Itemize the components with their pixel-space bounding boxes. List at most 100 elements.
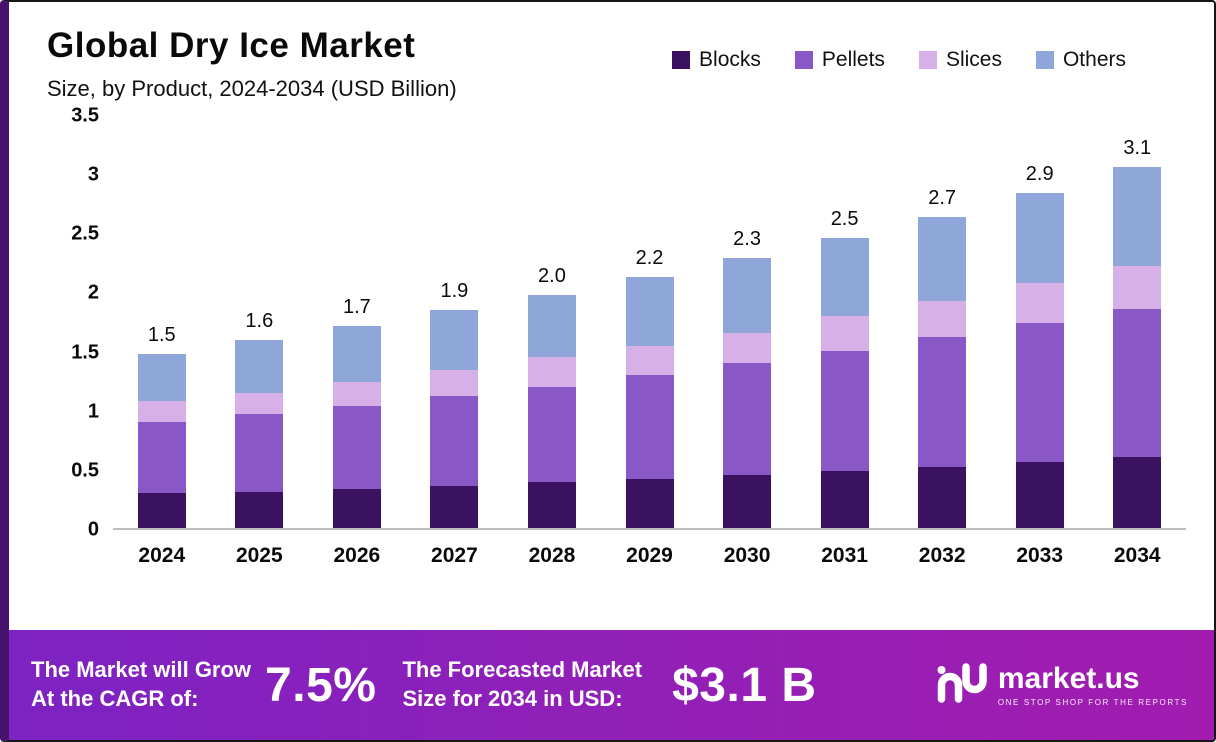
bar-segment-pellets xyxy=(918,337,967,467)
legend: Blocks Pellets Slices Others xyxy=(672,48,1126,72)
y-tick-label: 2 xyxy=(87,281,99,304)
bar-column-2032: 2.7 xyxy=(893,116,991,528)
bar-segment-pellets xyxy=(1015,323,1064,463)
bar-column-2026: 1.7 xyxy=(308,116,406,528)
forecast-label: The Forecasted Market Size for 2034 in U… xyxy=(402,656,642,713)
bar-segment-blocks xyxy=(137,492,186,528)
bar-segment-slices xyxy=(723,332,772,364)
x-tick-label: 2033 xyxy=(1016,544,1064,567)
bar-column-2027: 1.9 xyxy=(406,116,504,528)
legend-swatch-icon xyxy=(672,51,691,69)
bar-total-label: 1.7 xyxy=(342,295,371,318)
bar-segment-slices xyxy=(625,345,674,375)
bar-segment-pellets xyxy=(332,405,381,490)
y-tick-label: 2.5 xyxy=(71,222,99,245)
chart-header: Global Dry Ice Market Size, by Product, … xyxy=(47,18,1186,102)
bar-segment-blocks xyxy=(235,491,284,528)
bar-column-2024: 1.5 xyxy=(113,116,211,528)
bar-total-label: 2.9 xyxy=(1025,162,1054,185)
bar-segment-others xyxy=(235,339,284,393)
y-tick-label: 0 xyxy=(87,518,99,541)
x-tick-label: 2026 xyxy=(333,544,381,567)
brand-text: market.us ONE STOP SHOP FOR THE REPORTS xyxy=(997,661,1188,707)
stacked-bar-2029 xyxy=(625,277,674,528)
legend-swatch-icon xyxy=(1035,51,1054,69)
bar-segment-pellets xyxy=(430,396,479,486)
bar-segment-others xyxy=(527,294,576,358)
bar-segment-blocks xyxy=(1113,457,1162,528)
y-axis-ticks: 3.5 3 2.5 2 1.5 1 0.5 0 xyxy=(47,105,99,541)
forecast-value: $3.1 B xyxy=(672,658,817,712)
bar-segment-others xyxy=(137,353,186,401)
chart-title: Global Dry Ice Market xyxy=(47,26,416,65)
bar-segment-pellets xyxy=(1113,309,1162,458)
y-tick-label: 3 xyxy=(87,163,99,186)
bar-total-label: 1.6 xyxy=(245,309,274,332)
bar-segment-slices xyxy=(1113,265,1162,310)
stacked-bar-2032 xyxy=(918,217,967,528)
chart-subtitle: Size, by Product, 2024-2034 (USD Billion… xyxy=(47,76,457,101)
bar-segment-slices xyxy=(820,316,869,352)
legend-label: Others xyxy=(1062,48,1126,71)
stacked-bar-2025 xyxy=(235,339,284,528)
y-tick-label: 3.5 xyxy=(71,104,99,127)
x-tick-label: 2034 xyxy=(1113,544,1161,567)
x-tick-label: 2024 xyxy=(138,544,186,567)
y-tick-label: 1.5 xyxy=(71,341,99,364)
stacked-bar-2031 xyxy=(820,238,869,528)
legend-item-slices: Slices xyxy=(918,48,1002,72)
bar-column-2028: 2.0 xyxy=(503,116,601,528)
legend-label: Slices xyxy=(945,48,1002,71)
legend-swatch-icon xyxy=(794,51,813,69)
brand-name: market.us xyxy=(997,661,1140,695)
stacked-bar-2030 xyxy=(723,258,772,528)
bar-segment-slices xyxy=(430,370,479,397)
bar-segment-blocks xyxy=(1015,462,1064,528)
bar-column-2025: 1.6 xyxy=(211,116,309,528)
bar-column-2030: 2.3 xyxy=(698,116,796,528)
legend-item-blocks: Blocks xyxy=(672,48,761,72)
bar-segment-others xyxy=(820,238,869,317)
x-tick-label: 2031 xyxy=(821,544,868,567)
x-tick-label: 2030 xyxy=(723,544,771,567)
cagr-value: 7.5% xyxy=(265,658,377,712)
y-tick-label: 1 xyxy=(87,400,99,423)
brand-tagline: ONE STOP SHOP FOR THE REPORTS xyxy=(997,697,1188,707)
bar-segment-blocks xyxy=(918,466,967,528)
bar-segment-others xyxy=(918,217,967,301)
cagr-label-line2: At the CAGR of: xyxy=(31,686,199,711)
x-tick-label: 2029 xyxy=(626,544,673,567)
bar-column-2034: 3.1 xyxy=(1088,116,1186,528)
bar-segment-others xyxy=(332,325,381,383)
forecast-label-line2: Size for 2034 in USD: xyxy=(402,686,623,711)
bar-segment-blocks xyxy=(723,475,772,528)
bar-segment-others xyxy=(430,310,479,371)
bar-segment-others xyxy=(723,258,772,333)
bar-segment-blocks xyxy=(527,482,576,528)
legend-label: Pellets xyxy=(821,48,885,71)
x-tick-label: 2025 xyxy=(235,544,283,567)
bar-total-label: 2.3 xyxy=(733,228,761,251)
bar-segment-slices xyxy=(527,357,576,387)
legend-label: Blocks xyxy=(699,48,761,71)
stacked-bar-2027 xyxy=(430,310,479,528)
x-tick-label: 2032 xyxy=(918,544,966,567)
bar-segment-blocks xyxy=(430,485,479,528)
stacked-bar-2033 xyxy=(1015,192,1064,528)
bar-segment-others xyxy=(1113,166,1162,266)
stacked-bar-2028 xyxy=(527,294,576,528)
bar-segment-slices xyxy=(1015,283,1064,324)
y-tick-label: 0.5 xyxy=(71,459,99,482)
cagr-label: The Market will Grow At the CAGR of: xyxy=(31,656,251,713)
bar-segment-slices xyxy=(332,382,381,406)
cagr-label-line1: The Market will Grow xyxy=(31,657,252,683)
x-axis-labels: 2024 2025 2026 2027 2028 2029 2030 2031 2032 2033… xyxy=(113,544,1186,568)
bar-segment-pellets xyxy=(235,413,284,492)
plot-area: 1.5 1.6 1.7 1.9 2.0 2.2 2.3 2.5 2.7 2.9 3.1 xyxy=(113,116,1186,530)
x-tick-label: 2027 xyxy=(431,544,478,567)
bar-segment-slices xyxy=(918,300,967,338)
bar-segment-pellets xyxy=(137,422,186,493)
bar-total-label: 2.2 xyxy=(635,247,664,270)
bar-segment-blocks xyxy=(332,489,381,528)
